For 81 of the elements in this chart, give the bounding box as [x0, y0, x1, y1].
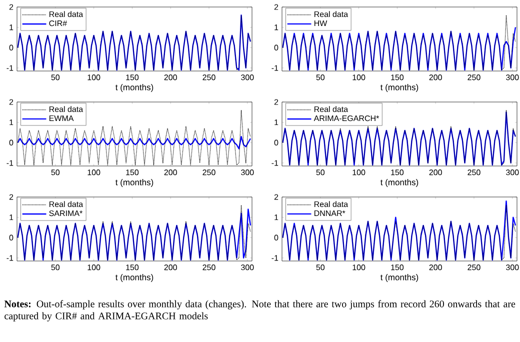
y-tick-label: -1 [272, 160, 278, 166]
x-tick-label: 250 [202, 74, 216, 80]
x-axis-title: t (months) [380, 179, 418, 187]
x-tick-label: 150 [126, 170, 139, 176]
legend-label: SARIMA* [49, 210, 82, 216]
x-tick-label: 100 [352, 264, 366, 270]
y-tick-label: 0 [9, 44, 14, 50]
x-axis-title: t (months) [116, 84, 154, 92]
x-tick-label: 200 [429, 170, 442, 176]
legend-label: Real data [49, 106, 84, 112]
x-tick-label: 200 [429, 74, 442, 80]
y-tick-label: -1 [272, 255, 278, 261]
x-tick-label: 50 [51, 74, 60, 80]
x-tick-label: 300 [506, 170, 519, 176]
legend-label: Real data [314, 11, 348, 18]
y-tick-label: 2 [274, 194, 278, 200]
y-tick-label: 2 [9, 194, 14, 200]
legend-label: HW [314, 20, 328, 26]
y-tick-label: 1 [10, 24, 14, 30]
x-tick-label: 50 [51, 264, 60, 270]
x-tick-label: 100 [352, 74, 366, 80]
x-axis-title: t (months) [380, 84, 418, 92]
y-tick-label: -1 [6, 65, 14, 71]
y-tick-label: -1 [6, 160, 14, 166]
y-tick-label: 2 [274, 99, 278, 105]
x-tick-label: 200 [164, 170, 177, 176]
x-tick-label: 250 [202, 264, 216, 270]
x-tick-label: 200 [164, 264, 177, 270]
x-tick-label: 150 [391, 264, 404, 270]
x-tick-label: 150 [391, 74, 404, 80]
y-tick-label: 1 [10, 214, 14, 220]
y-tick-label: 2 [9, 4, 14, 10]
x-axis-title: t (months) [380, 274, 418, 282]
legend-label: Real data [314, 106, 348, 112]
x-tick-label: 250 [202, 170, 216, 176]
y-tick-label: 0 [274, 234, 278, 240]
x-tick-label: 300 [241, 170, 254, 176]
y-tick-label: 2 [9, 99, 14, 105]
x-axis-title: t (months) [116, 274, 154, 282]
x-tick-label: 50 [51, 170, 60, 176]
y-tick-label: 1 [274, 214, 278, 220]
y-tick-label: 1 [274, 24, 278, 30]
x-tick-label: 250 [468, 264, 480, 270]
text: Notes: Out-of-sample results over monthly data (changes). Note that there are two jumps from record 260 onwards that are captured by CIR# and ARIMA-EGARCH models [4, 300, 516, 322]
legend-label: Real data [314, 201, 348, 208]
x-tick-label: 50 [316, 264, 325, 270]
x-tick-label: 100 [88, 264, 100, 270]
x-tick-label: 300 [506, 74, 519, 80]
legend-label: CIR# [49, 20, 68, 26]
x-tick-label: 250 [468, 74, 480, 80]
x-tick-label: 50 [316, 74, 325, 80]
legend-label: ARIMA-EGARCH* [314, 115, 380, 122]
y-tick-label: -1 [6, 255, 14, 261]
y-tick-label: -1 [272, 65, 278, 71]
x-tick-label: 300 [506, 264, 519, 270]
x-tick-label: 150 [391, 170, 404, 176]
y-tick-label: 0 [9, 140, 14, 146]
line-series [282, 26, 516, 71]
y-tick-label: 2 [274, 4, 278, 10]
x-tick-label: 100 [352, 170, 366, 176]
legend-label: EWMA [49, 115, 74, 121]
x-tick-label: 200 [164, 74, 177, 80]
y-tick-label: 1 [10, 120, 14, 126]
x-tick-label: 250 [468, 170, 480, 176]
legend-label: DNNAR* [314, 210, 346, 216]
line-series [17, 136, 252, 150]
x-tick-label: 150 [126, 74, 139, 80]
legend-label: Real data [49, 11, 84, 18]
x-tick-label: 300 [241, 74, 254, 80]
legend-label: Real data [49, 201, 84, 208]
x-tick-label: 100 [88, 74, 100, 80]
y-tick-label: 0 [9, 234, 14, 240]
x-tick-label: 50 [316, 170, 325, 176]
y-tick-label: 1 [274, 120, 278, 126]
x-tick-label: 300 [241, 264, 254, 270]
y-tick-label: 0 [274, 140, 278, 146]
x-tick-label: 100 [88, 170, 100, 176]
x-axis-title: t (months) [116, 179, 154, 187]
x-tick-label: 200 [429, 264, 442, 270]
y-tick-label: 0 [274, 44, 278, 50]
x-tick-label: 150 [126, 264, 139, 270]
